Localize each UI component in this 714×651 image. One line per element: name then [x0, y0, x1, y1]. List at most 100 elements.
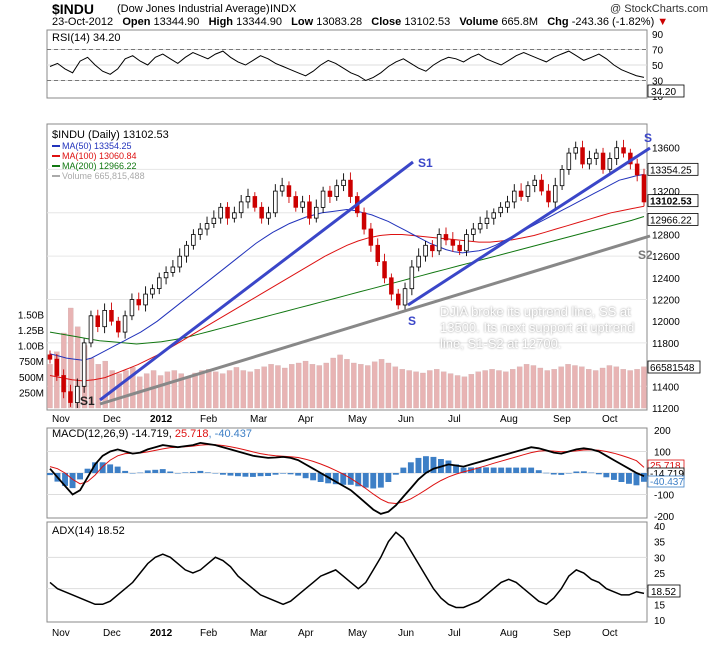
volume-bar [233, 367, 240, 409]
volume-bar [510, 369, 516, 409]
candle-body [621, 147, 626, 154]
volume-bar [213, 371, 219, 409]
macd-value-label: -14.719 [650, 469, 684, 480]
macd-hist-bar [595, 473, 602, 475]
candle-body [409, 266, 415, 290]
volume-bar [586, 369, 592, 409]
macd-hist-bar [69, 473, 76, 489]
macd-hist-bar [535, 470, 542, 473]
label-s1-top: S1 [418, 156, 433, 170]
rsi-tick: 90 [652, 30, 664, 41]
x-axis-label: Dec [103, 628, 121, 639]
candle-body [225, 206, 230, 219]
candle-body [634, 163, 640, 176]
candle-body [143, 293, 148, 306]
volume-bar [627, 370, 633, 409]
rsi-line [49, 50, 645, 82]
volume-tick: 750M [19, 357, 44, 368]
candle-body [184, 244, 189, 257]
candle-body [81, 342, 87, 387]
adx-tick: 35 [654, 538, 666, 549]
macd-hist-bar [453, 464, 459, 473]
candle-body [313, 206, 319, 219]
macd-hist-bar [129, 473, 136, 474]
volume-bar [302, 360, 309, 409]
candle-body [471, 228, 476, 235]
macd-hist-bar [520, 467, 527, 473]
macd-hist-bar [355, 473, 362, 487]
volume-bar [157, 375, 164, 409]
x-axis-label: Oct [602, 628, 618, 639]
volume-bar [275, 365, 281, 409]
macd-title-main: MACD(12,26,9) -14.719, [52, 428, 175, 440]
macd-hist-bar [332, 473, 339, 485]
x-axis-label: Apr [298, 414, 314, 425]
candle-body [566, 152, 572, 170]
x-axis-label: 2012 [150, 414, 173, 425]
macd-hist-bar [92, 462, 98, 474]
macd-hist-bar [212, 473, 219, 474]
open-value: 13344.90 [153, 16, 200, 28]
volume-bar [268, 364, 274, 409]
candle-body [395, 293, 401, 306]
candle-body [218, 206, 223, 219]
macd-hist-bar [558, 473, 565, 475]
volume-bar [475, 371, 481, 409]
candle-body [300, 201, 305, 208]
candle-body [211, 217, 217, 224]
volume-bar [219, 373, 226, 409]
volume-bar [330, 357, 336, 409]
candle-body [607, 158, 613, 170]
legend-entry: MA(100) 13060.84 [62, 151, 137, 161]
macd-hist-bar [445, 460, 452, 473]
volume-bar [530, 365, 537, 409]
volume-tick: 1.00B [18, 342, 44, 353]
open-label: Open [122, 16, 151, 28]
ma200-line [49, 216, 645, 345]
price-tick: 12200 [652, 296, 680, 307]
symbol-title: $INDU [52, 1, 95, 17]
price-tick: 11400 [652, 382, 680, 393]
macd-value-label: 25.718 [650, 461, 681, 472]
candle-body [252, 196, 258, 208]
macd-hist-bar [317, 473, 324, 482]
volume-bar [351, 362, 357, 409]
x-axis-label: Sep [553, 414, 571, 425]
macd-panel: MACD(12,26,9) -14.719, 25.718, -40.437 2… [46, 426, 685, 523]
volume-tick: 1.50B [18, 310, 44, 321]
volume-bar [399, 369, 405, 409]
candle-body [47, 354, 53, 360]
adx-tick: 25 [654, 569, 666, 580]
volume-bar [295, 362, 302, 409]
candle-body [532, 179, 538, 186]
brand-label: @ StockCharts.com [610, 3, 708, 15]
macd-hist-bar [475, 467, 482, 473]
candle-body [518, 190, 524, 197]
legend-entry: MA(200) 12966.22 [62, 161, 137, 171]
macd-hist-bar [204, 472, 211, 473]
macd-hist-bar [603, 473, 610, 478]
candle-body [525, 185, 531, 197]
macd-hist-bar [265, 473, 271, 476]
macd-hist-bar [235, 473, 241, 477]
candle-body [600, 152, 606, 170]
candle-body [553, 185, 558, 203]
macd-hist-bar [626, 473, 632, 484]
candle-body [136, 299, 141, 306]
volume-bars [47, 307, 647, 409]
candle-body [293, 196, 298, 208]
x-axis-label: Aug [500, 628, 518, 639]
macd-hist-bar [641, 473, 647, 482]
macd-title-signal: 25.718 [175, 428, 209, 440]
uptrend-line-s [407, 146, 651, 307]
macd-hist-bar [498, 467, 505, 473]
volume-bar [261, 366, 267, 409]
volume-tick: 1.25B [18, 326, 44, 337]
legend-entry: Volume 665,815,488 [62, 171, 145, 181]
macd-hist-bar [114, 466, 121, 473]
candle-body [156, 277, 162, 289]
macd-hist-bar [159, 469, 166, 473]
macd-hist-bar [385, 473, 392, 482]
macd-tick: 200 [654, 426, 671, 437]
x-axis-label: Mar [250, 628, 268, 639]
